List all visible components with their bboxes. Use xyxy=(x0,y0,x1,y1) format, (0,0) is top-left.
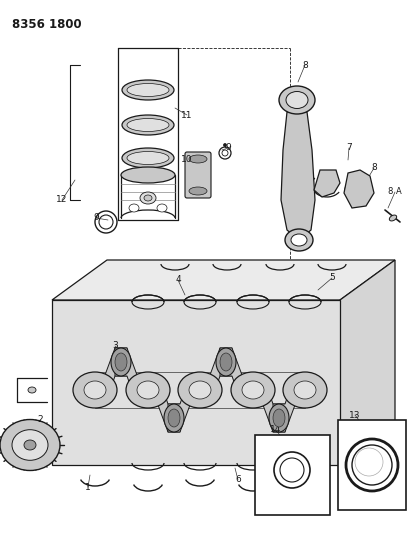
Ellipse shape xyxy=(168,409,180,427)
Ellipse shape xyxy=(144,195,152,201)
Ellipse shape xyxy=(115,353,127,371)
Ellipse shape xyxy=(127,151,169,165)
Ellipse shape xyxy=(290,234,306,246)
Polygon shape xyxy=(339,260,394,465)
Text: 9: 9 xyxy=(93,214,99,222)
Polygon shape xyxy=(168,375,189,432)
Polygon shape xyxy=(272,375,294,432)
Text: 7: 7 xyxy=(345,143,351,152)
Ellipse shape xyxy=(127,84,169,96)
Ellipse shape xyxy=(268,404,288,432)
Ellipse shape xyxy=(189,187,207,195)
Polygon shape xyxy=(209,348,231,405)
Polygon shape xyxy=(115,348,137,405)
Text: 2: 2 xyxy=(37,416,43,424)
Ellipse shape xyxy=(178,372,221,408)
Text: 6: 6 xyxy=(234,475,240,484)
Ellipse shape xyxy=(121,167,175,183)
Ellipse shape xyxy=(129,204,139,212)
Ellipse shape xyxy=(282,372,326,408)
Ellipse shape xyxy=(157,204,166,212)
Ellipse shape xyxy=(389,215,396,221)
Text: 13: 13 xyxy=(348,410,360,419)
Ellipse shape xyxy=(84,381,106,399)
Polygon shape xyxy=(343,170,373,208)
Text: 1: 1 xyxy=(85,482,91,491)
Ellipse shape xyxy=(216,348,236,376)
Ellipse shape xyxy=(278,86,314,114)
Polygon shape xyxy=(105,348,127,405)
Text: 14: 14 xyxy=(270,425,281,434)
Text: 11: 11 xyxy=(181,110,192,119)
FancyBboxPatch shape xyxy=(184,152,211,198)
Ellipse shape xyxy=(0,419,60,471)
Bar xyxy=(337,420,405,510)
Polygon shape xyxy=(157,375,180,432)
Polygon shape xyxy=(52,260,394,300)
Text: 9: 9 xyxy=(225,143,230,152)
Ellipse shape xyxy=(220,353,231,371)
Ellipse shape xyxy=(122,115,173,135)
Ellipse shape xyxy=(285,92,307,109)
Text: 10: 10 xyxy=(181,156,192,165)
Ellipse shape xyxy=(139,192,155,204)
Ellipse shape xyxy=(164,404,184,432)
Polygon shape xyxy=(262,375,284,432)
Ellipse shape xyxy=(284,229,312,251)
Ellipse shape xyxy=(12,430,48,461)
Ellipse shape xyxy=(223,143,226,147)
Ellipse shape xyxy=(293,381,315,399)
Ellipse shape xyxy=(241,381,263,399)
Ellipse shape xyxy=(137,381,159,399)
Ellipse shape xyxy=(111,348,131,376)
Ellipse shape xyxy=(189,381,211,399)
Text: 5: 5 xyxy=(328,273,334,282)
Ellipse shape xyxy=(28,387,36,393)
Ellipse shape xyxy=(73,372,117,408)
Text: 8 A: 8 A xyxy=(387,188,401,197)
Ellipse shape xyxy=(127,118,169,132)
Text: 8: 8 xyxy=(301,61,307,69)
Ellipse shape xyxy=(272,409,284,427)
Polygon shape xyxy=(220,348,241,405)
Text: 8356 1800: 8356 1800 xyxy=(12,18,81,31)
Polygon shape xyxy=(313,170,339,197)
Polygon shape xyxy=(52,300,339,465)
Ellipse shape xyxy=(126,372,170,408)
Ellipse shape xyxy=(122,148,173,168)
Text: 4: 4 xyxy=(175,276,180,285)
Bar xyxy=(254,435,329,515)
Ellipse shape xyxy=(230,372,274,408)
Ellipse shape xyxy=(189,155,207,163)
Polygon shape xyxy=(280,112,314,240)
Ellipse shape xyxy=(24,440,36,450)
Text: 3: 3 xyxy=(112,342,118,351)
Text: 12: 12 xyxy=(56,196,67,205)
Ellipse shape xyxy=(122,80,173,100)
Text: 8: 8 xyxy=(370,164,376,173)
